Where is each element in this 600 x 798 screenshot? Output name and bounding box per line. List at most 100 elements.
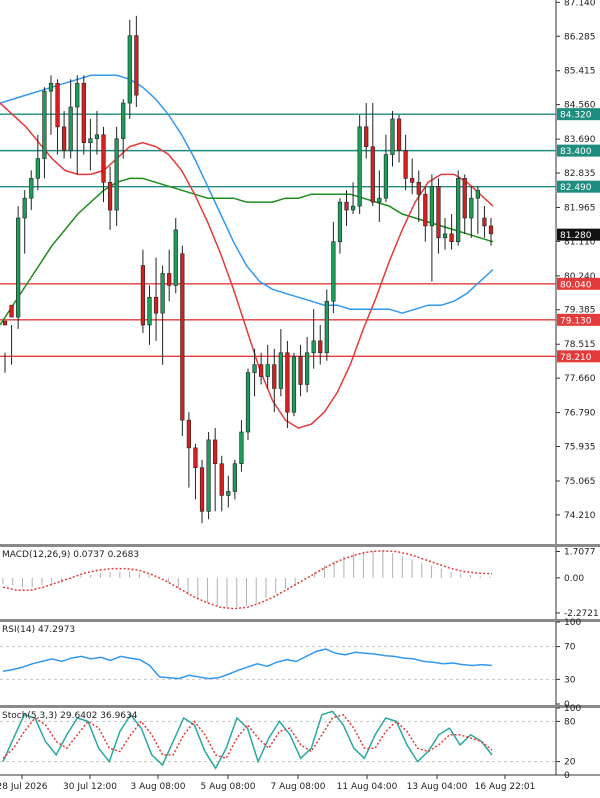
price-tick-label: 83.690 bbox=[564, 135, 596, 145]
candle-body bbox=[121, 102, 126, 140]
candle-body bbox=[390, 118, 395, 155]
candle-body bbox=[68, 106, 73, 151]
level-label: 79.130 bbox=[560, 316, 592, 326]
candle-body bbox=[245, 372, 251, 433]
price-tick-label: 81.965 bbox=[564, 203, 596, 213]
ma-blue-line bbox=[0, 74, 494, 314]
candle-body bbox=[370, 146, 375, 203]
candle-body bbox=[403, 150, 408, 179]
candle-body bbox=[193, 447, 198, 468]
candle-body bbox=[186, 419, 191, 449]
candle-body bbox=[9, 304, 14, 318]
level-label-box bbox=[557, 313, 600, 326]
macd-label: MACD(12,26,9) 0.0737 0.2683 bbox=[2, 550, 139, 560]
candle-body bbox=[62, 126, 67, 151]
stoch-tick-label: 100 bbox=[564, 704, 581, 714]
candle-body bbox=[134, 35, 139, 96]
candle-body bbox=[107, 182, 113, 211]
price-tick-label: 86.285 bbox=[564, 32, 596, 42]
rsi-tick-label: 70 bbox=[564, 643, 576, 653]
level-label-box bbox=[557, 277, 600, 290]
time-tick-label: 7 Aug 08:00 bbox=[271, 782, 326, 792]
price-tick-label: 75.935 bbox=[564, 442, 596, 452]
candle-body bbox=[469, 197, 474, 219]
panel-separator bbox=[0, 705, 556, 708]
candle-body bbox=[429, 185, 434, 227]
candle-body bbox=[488, 225, 494, 235]
price-tick-label: 81.110 bbox=[564, 237, 596, 247]
candle-body bbox=[377, 197, 382, 203]
candle-body bbox=[337, 201, 343, 243]
macd-tick-label: 1.7077 bbox=[564, 548, 596, 558]
stoch-main-line bbox=[2, 710, 493, 770]
level-label: 83.400 bbox=[560, 147, 592, 157]
price-tick-label: 78.515 bbox=[564, 340, 596, 350]
level-label: 80.040 bbox=[560, 280, 592, 290]
candle-body bbox=[219, 463, 224, 496]
price-tick-label: 75.065 bbox=[564, 477, 596, 487]
macd-tick-label: 0.00 bbox=[564, 574, 584, 584]
candle-body bbox=[298, 356, 303, 385]
candle-body bbox=[239, 431, 244, 465]
rsi-label: RSI(14) 47.2973 bbox=[2, 625, 75, 635]
time-tick-label: 5 Aug 08:00 bbox=[201, 782, 256, 792]
stoch-tick-label: 20 bbox=[564, 758, 576, 768]
price-tick-label: 76.790 bbox=[564, 409, 596, 419]
candle-body bbox=[272, 364, 277, 389]
time-tick-label: 28 Jul 2026 bbox=[0, 782, 48, 792]
stoch-label: Stoch(5,3,3) 29.6402 36.9634 bbox=[2, 711, 138, 721]
candle-body bbox=[265, 364, 270, 377]
price-tick-label: 80.240 bbox=[564, 272, 596, 282]
candle-body bbox=[140, 265, 146, 326]
candle-body bbox=[482, 217, 487, 227]
level-label-box bbox=[557, 144, 600, 157]
candle-body bbox=[173, 229, 178, 286]
rsi-tick-label: 30 bbox=[564, 675, 576, 685]
panel-separator bbox=[556, 619, 600, 622]
candle-body bbox=[147, 296, 152, 326]
time-tick-label: 30 Jul 12:00 bbox=[63, 782, 117, 792]
time-tick-label: 11 Aug 04:00 bbox=[337, 782, 398, 792]
candle-body bbox=[383, 154, 389, 199]
candle-body bbox=[167, 273, 172, 286]
price-tick-label: 87.140 bbox=[564, 0, 596, 8]
candle-body bbox=[81, 82, 86, 143]
rsi-tick-label: 0 bbox=[564, 700, 570, 710]
time-tick-label: 3 Aug 08:00 bbox=[131, 782, 186, 792]
candle-body bbox=[2, 320, 8, 326]
candle-body bbox=[94, 134, 100, 140]
time-tick-label: 13 Aug 04:00 bbox=[407, 782, 468, 792]
rsi-line bbox=[2, 648, 493, 680]
price-tick-label: 82.835 bbox=[564, 169, 596, 179]
current-price-box bbox=[557, 228, 600, 241]
candle-body bbox=[449, 233, 454, 243]
candle-body bbox=[331, 241, 336, 302]
candle-body bbox=[423, 193, 428, 227]
stoch-tick-label: 0 bbox=[564, 771, 570, 781]
candle-body bbox=[442, 233, 448, 239]
ma-red-line bbox=[0, 102, 494, 429]
ma-green-line bbox=[0, 177, 494, 326]
candle-body bbox=[344, 201, 349, 211]
candle-body bbox=[278, 352, 283, 389]
candle-body bbox=[206, 439, 211, 512]
candle-body bbox=[305, 352, 310, 385]
candle-body bbox=[199, 467, 205, 512]
price-tick-label: 79.385 bbox=[564, 306, 596, 316]
current-price-label: 81.280 bbox=[560, 231, 592, 241]
level-label: 84.320 bbox=[560, 111, 592, 121]
price-tick-label: 74.210 bbox=[564, 511, 596, 521]
macd-signal-line bbox=[2, 550, 493, 610]
candle-body bbox=[311, 340, 316, 354]
candle-body bbox=[416, 182, 421, 195]
candle-body bbox=[160, 273, 165, 314]
candle-body bbox=[232, 463, 237, 492]
candle-body bbox=[75, 82, 80, 108]
candle-body bbox=[436, 185, 441, 239]
price-tick-label: 77.660 bbox=[564, 374, 596, 384]
level-label: 82.490 bbox=[560, 183, 592, 193]
candle-body bbox=[101, 134, 106, 183]
level-label: 78.210 bbox=[560, 353, 592, 363]
